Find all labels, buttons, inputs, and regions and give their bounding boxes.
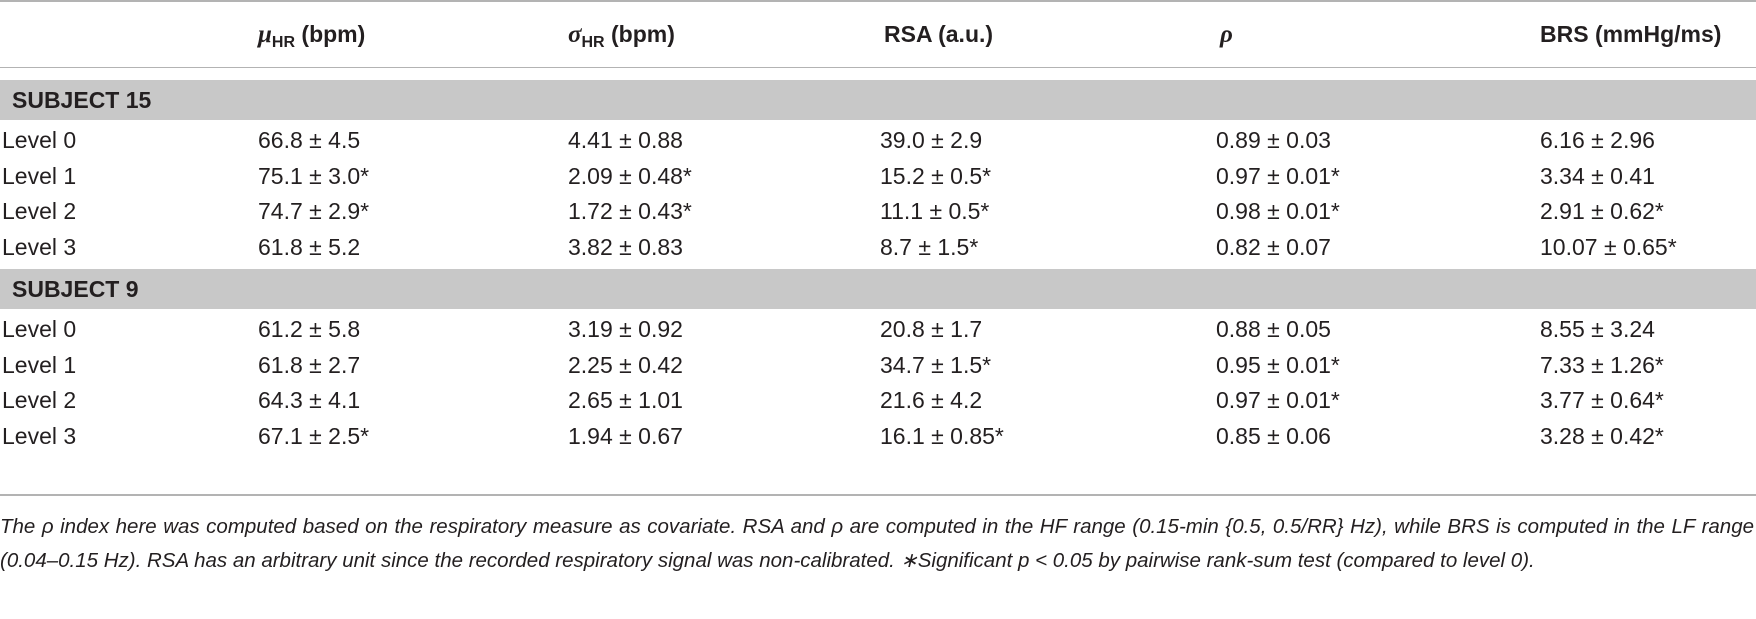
table-cell: 61.2 ± 5.8 <box>258 316 361 342</box>
header-sigma-hr: σHR (bpm) <box>568 21 675 51</box>
table-cell: 74.7 ± 2.9* <box>258 198 370 224</box>
table-cell: 2.65 ± 1.01 <box>568 387 683 413</box>
table-cell: 2.25 ± 0.42 <box>568 351 683 378</box>
table-bottom-rule <box>0 494 1756 496</box>
table-cell: 34.7 ± 1.5* <box>880 351 992 378</box>
table-cell: 3.77 ± 0.64* <box>1540 387 1664 413</box>
table-caption: The ρ index here was computed based on t… <box>0 515 1754 572</box>
row-label: Level 0 <box>2 127 77 153</box>
table-cell: 64.3 ± 4.1 <box>258 387 361 413</box>
row-label: Level 0 <box>2 316 77 342</box>
row-label: Level 3 <box>2 233 77 260</box>
table-cell: 0.89 ± 0.03 <box>1216 127 1331 153</box>
table-cell: 15.2 ± 0.5* <box>880 162 992 189</box>
header-rho: ρ <box>1220 21 1233 48</box>
table-cell: 8.7 ± 1.5* <box>880 233 979 260</box>
table-top-rule <box>0 0 1756 2</box>
table-cell: 61.8 ± 2.7 <box>258 351 361 378</box>
table-cell: 3.34 ± 0.41 <box>1540 162 1655 189</box>
table-cell: 6.16 ± 2.96 <box>1540 127 1655 153</box>
table-cell: 3.19 ± 0.92 <box>568 316 683 342</box>
table-cell: 2.91 ± 0.62* <box>1540 198 1664 224</box>
header-mu-hr: μHR (bpm) <box>258 21 366 51</box>
table-cell: 0.95 ± 0.01* <box>1216 351 1340 378</box>
table-cell: 75.1 ± 3.0* <box>258 162 370 189</box>
table-cell: 0.88 ± 0.05 <box>1216 316 1331 342</box>
table-cell: 0.85 ± 0.06 <box>1216 422 1331 449</box>
table-cell: 3.82 ± 0.83 <box>568 233 683 260</box>
table-cell: 0.97 ± 0.01* <box>1216 162 1340 189</box>
table-cell: 16.1 ± 0.85* <box>880 422 1004 449</box>
table-cell: 21.6 ± 4.2 <box>880 387 983 413</box>
group-header-band: SUBJECT 15 <box>0 80 1756 120</box>
table-cell: 7.33 ± 1.26* <box>1540 351 1664 378</box>
header-rule <box>0 67 1756 68</box>
table-cell: 39.0 ± 2.9 <box>880 127 983 153</box>
group-header-band: SUBJECT 9 <box>0 269 1756 309</box>
table-cell: 61.8 ± 5.2 <box>258 233 361 260</box>
table-cell: 20.8 ± 1.7 <box>880 316 983 342</box>
table-cell: 0.97 ± 0.01* <box>1216 387 1340 413</box>
table-cell: 4.41 ± 0.88 <box>568 127 683 153</box>
table-cell: 1.72 ± 0.43* <box>568 198 692 224</box>
table-cell: 10.07 ± 0.65* <box>1540 233 1677 260</box>
row-label: Level 3 <box>2 422 77 449</box>
table-cell: 3.28 ± 0.42* <box>1540 422 1664 449</box>
table-cell: 2.09 ± 0.48* <box>568 162 692 189</box>
table-cell: 66.8 ± 4.5 <box>258 127 361 153</box>
table-cell: 1.94 ± 0.67 <box>568 422 683 449</box>
row-label: Level 2 <box>2 387 77 413</box>
table-cell: 0.98 ± 0.01* <box>1216 198 1340 224</box>
group-title: SUBJECT 9 <box>12 276 139 302</box>
table-cell: 8.55 ± 3.24 <box>1540 316 1655 342</box>
row-label: Level 2 <box>2 198 77 224</box>
header-brs: BRS (mmHg/ms) <box>1540 21 1722 47</box>
row-label: Level 1 <box>2 162 77 189</box>
row-label: Level 1 <box>2 351 77 378</box>
group-title: SUBJECT 15 <box>12 87 152 113</box>
table-cell: 11.1 ± 0.5* <box>880 198 990 224</box>
header-rsa: RSA (a.u.) <box>884 21 994 47</box>
table-cell: 67.1 ± 2.5* <box>258 422 370 449</box>
table-cell: 0.82 ± 0.07 <box>1216 233 1331 260</box>
